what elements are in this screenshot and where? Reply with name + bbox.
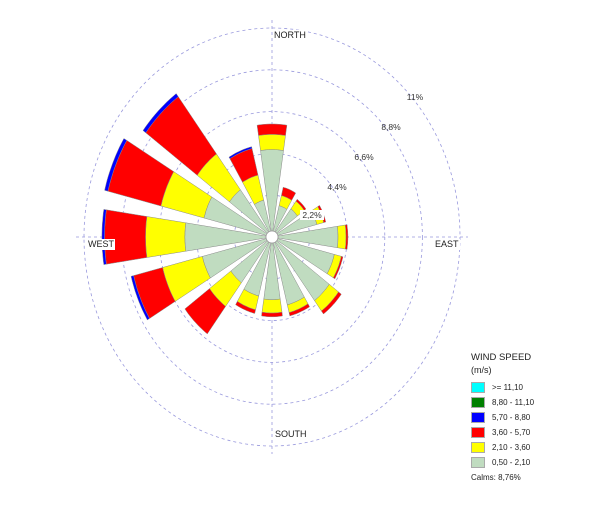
legend-item: 5,70 - 8,80 bbox=[471, 410, 534, 425]
legend-label: 8,80 - 11,10 bbox=[492, 398, 535, 407]
legend-item: 0,50 - 2,10 bbox=[471, 455, 534, 470]
center-circle bbox=[265, 230, 279, 244]
radial-tick-labels: 2,2% 4,4% 6,6% 8,8% 11% bbox=[300, 92, 424, 220]
petal-n-bin-1 bbox=[258, 134, 286, 151]
legend: WIND SPEED (m/s) >= 11,10 8,80 - 11,10 5,7… bbox=[471, 352, 534, 482]
label-west: WEST bbox=[87, 239, 115, 250]
radial-tick-label: 11% bbox=[407, 92, 424, 102]
radial-tick-label: 8,8% bbox=[381, 122, 401, 132]
radial-tick-label: 6,6% bbox=[354, 152, 374, 162]
legend-label: 2,10 - 3,60 bbox=[492, 443, 531, 452]
legend-swatch bbox=[471, 397, 485, 408]
legend-unit: (m/s) bbox=[471, 365, 492, 375]
legend-swatch bbox=[471, 427, 485, 438]
petal-ne-bin-2 bbox=[295, 198, 307, 211]
tick-label-bg bbox=[300, 210, 324, 220]
legend-title: WIND SPEED bbox=[471, 352, 532, 363]
petal-sw-bin-2 bbox=[184, 288, 226, 335]
legend-swatch bbox=[471, 382, 485, 393]
radial-tick-label: 2,2% bbox=[302, 210, 322, 220]
petal-sse-bin-2 bbox=[288, 303, 310, 317]
petal-ssw-bin-2 bbox=[235, 301, 256, 314]
legend-item: 3,60 - 5,70 bbox=[471, 425, 534, 440]
legend-swatch bbox=[471, 412, 485, 423]
radial-tick-label: 4,4% bbox=[327, 182, 347, 192]
legend-item: 2,10 - 3,60 bbox=[471, 440, 534, 455]
petal-e-bin-2 bbox=[344, 224, 349, 250]
label-east: EAST bbox=[434, 239, 460, 250]
petal-wsw-bin-3 bbox=[130, 275, 150, 321]
legend-label: 0,50 - 2,10 bbox=[492, 458, 531, 467]
petal-se-bin-2 bbox=[321, 291, 342, 315]
legend-label: 5,70 - 8,80 bbox=[492, 413, 531, 422]
legend-label: >= 11,10 bbox=[492, 383, 523, 392]
label-south: SOUTH bbox=[274, 429, 308, 440]
petal-nw-bin-3 bbox=[142, 93, 179, 134]
legend-swatch bbox=[471, 457, 485, 468]
petal-e-bin-1 bbox=[337, 224, 347, 250]
label-north: NORTH bbox=[273, 30, 307, 41]
legend-swatch bbox=[471, 442, 485, 453]
petal-nne-bin-2 bbox=[281, 186, 297, 201]
petal-n-bin-2 bbox=[256, 123, 288, 136]
petal-w-bin-2 bbox=[104, 209, 148, 265]
petal-s-bin-2 bbox=[261, 311, 283, 318]
petals bbox=[101, 93, 349, 335]
petal-s-bin-1 bbox=[261, 298, 283, 314]
petal-ese-bin-2 bbox=[332, 255, 344, 280]
legend-label: 3,60 - 5,70 bbox=[492, 428, 531, 437]
petal-nnw-bin-3 bbox=[228, 146, 253, 160]
calms-label: Calms: 8,76% bbox=[471, 473, 521, 482]
petal-wnw-bin-3 bbox=[104, 138, 128, 192]
petal-w-bin-1 bbox=[145, 216, 187, 258]
legend-item: 8,80 - 11,10 bbox=[471, 395, 534, 410]
legend-item: >= 11,10 bbox=[471, 380, 534, 395]
